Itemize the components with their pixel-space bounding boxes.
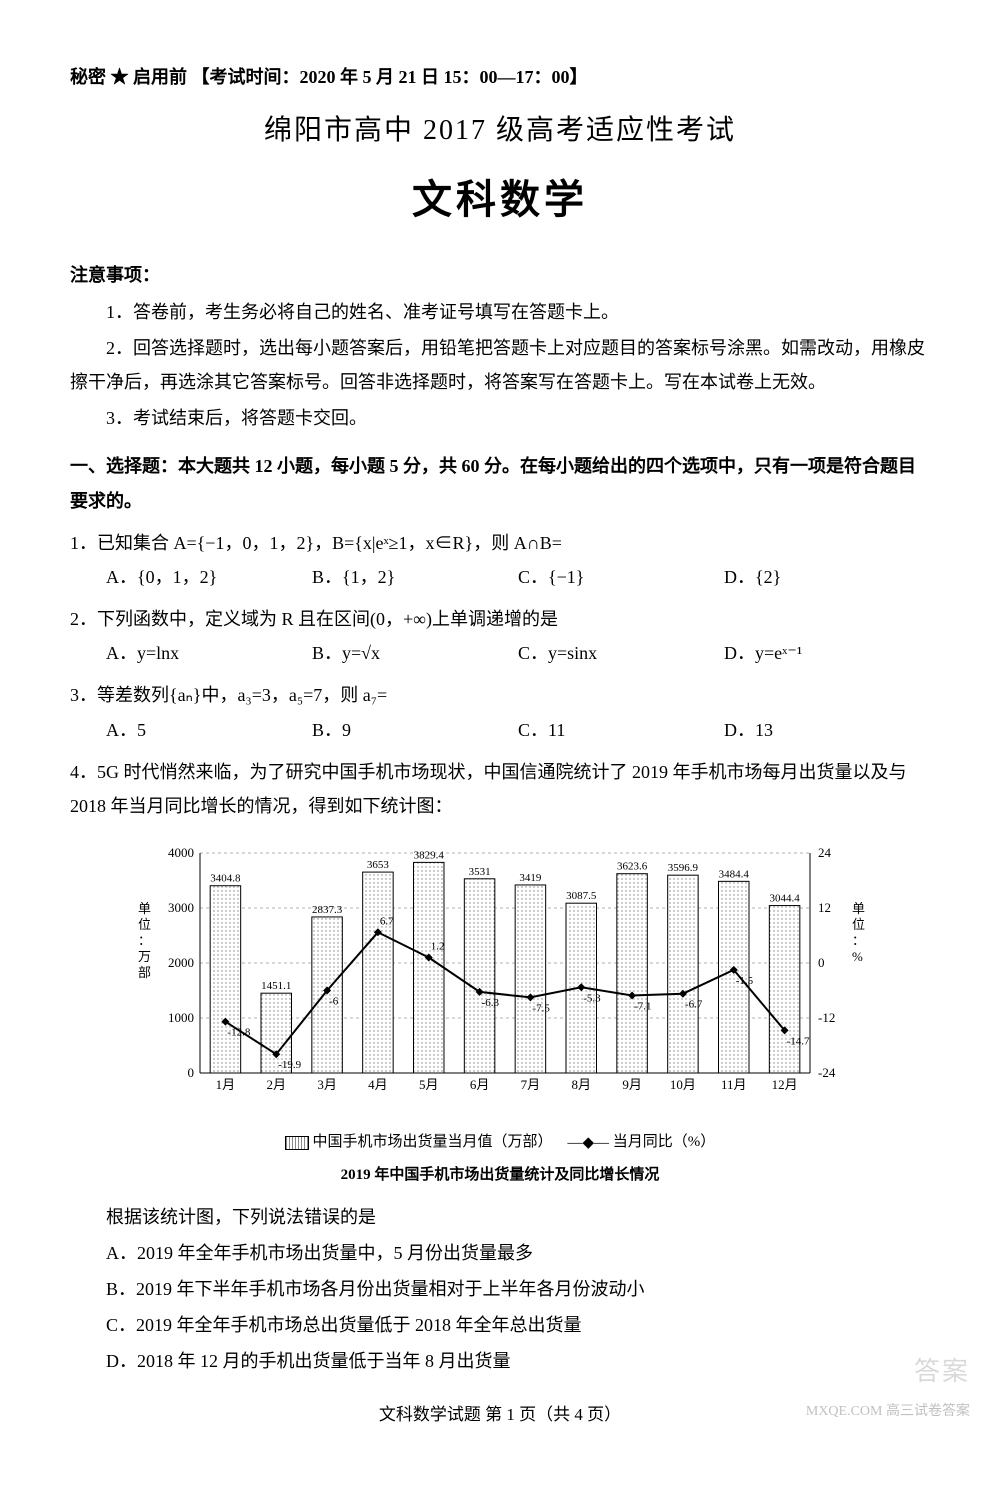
svg-text:3623.6: 3623.6 xyxy=(617,861,648,873)
q4-opt-d: D．2018 年 12 月的手机出货量低于当年 8 月出货量 xyxy=(70,1344,930,1378)
svg-text:4月: 4月 xyxy=(368,1077,388,1092)
chart-legend: 中国手机市场出货量当月值（万部） —◆— 当月同比（%） xyxy=(120,1128,880,1157)
notice-3: 3．考试结束后，将答题卡交回。 xyxy=(70,401,930,435)
header-line: 秘密 ★ 启用前 【考试时间：2020 年 5 月 21 日 15：00—17：… xyxy=(70,60,930,94)
question-3: 3．等差数列{aₙ}中，a₃=3，a₅=7，则 a₇= A．5 B．9 C．11… xyxy=(70,678,930,746)
svg-text:2000: 2000 xyxy=(168,955,194,970)
svg-text:-24: -24 xyxy=(818,1065,836,1080)
title-line-2: 文科数学 xyxy=(70,162,930,238)
svg-text:6月: 6月 xyxy=(470,1077,490,1092)
svg-text:%: % xyxy=(852,949,863,964)
chart-caption: 2019 年中国手机市场出货量统计及同比增长情况 xyxy=(120,1161,880,1190)
notice-head: 注意事项： xyxy=(70,258,930,292)
q1-opt-b: B．{1，2} xyxy=(312,560,518,594)
svg-text:-14.7: -14.7 xyxy=(787,1036,810,1048)
svg-text:3月: 3月 xyxy=(317,1077,337,1092)
svg-text:2837.3: 2837.3 xyxy=(312,904,343,916)
q3-stem: 3．等差数列{aₙ}中，a₃=3，a₅=7，则 a₇= xyxy=(70,678,930,712)
legend-bar-swatch xyxy=(285,1136,309,1150)
q3-opt-c: C．11 xyxy=(518,713,724,747)
q1-opt-d: D．{2} xyxy=(724,560,930,594)
svg-text:1月: 1月 xyxy=(216,1077,236,1092)
q4-opt-c: C．2019 年全年手机市场总出货量低于 2018 年全年总出货量 xyxy=(70,1308,930,1342)
svg-text:3087.5: 3087.5 xyxy=(566,890,597,902)
page-footer: 文科数学试题 第 1 页（共 4 页） xyxy=(70,1399,930,1431)
q2-stem: 2．下列函数中，定义域为 R 且在区间(0，+∞)上单调递增的是 xyxy=(70,602,930,636)
q3-opt-b: B．9 xyxy=(312,713,518,747)
svg-text:-7.1: -7.1 xyxy=(634,1001,651,1013)
q2-opt-a: A．y=lnx xyxy=(106,636,312,670)
svg-text:7月: 7月 xyxy=(521,1077,541,1092)
svg-text:3044.4: 3044.4 xyxy=(769,893,800,905)
svg-text:1.2: 1.2 xyxy=(431,941,445,953)
svg-text:-6.7: -6.7 xyxy=(685,999,703,1011)
svg-text:-12.8: -12.8 xyxy=(227,1027,250,1039)
question-1: 1．已知集合 A={−1，0，1，2}，B={x|eˣ≥1，x∈R}，则 A∩B… xyxy=(70,526,930,594)
svg-text:位: 位 xyxy=(852,917,865,932)
q1-opt-c: C．{−1} xyxy=(518,560,724,594)
title-line-1: 绵阳市高中 2017 级高考适应性考试 xyxy=(70,104,930,157)
svg-text:0: 0 xyxy=(188,1065,195,1080)
q2-opt-b: B．y=√x xyxy=(312,636,518,670)
svg-text:8月: 8月 xyxy=(571,1077,591,1092)
svg-text:10月: 10月 xyxy=(670,1077,696,1092)
svg-text:3000: 3000 xyxy=(168,900,194,915)
svg-text:3596.9: 3596.9 xyxy=(668,862,699,874)
svg-text:24: 24 xyxy=(818,845,832,860)
svg-text:-6.3: -6.3 xyxy=(482,997,500,1009)
q4-after: 根据该统计图，下列说法错误的是 xyxy=(70,1200,930,1234)
svg-text:位: 位 xyxy=(138,917,151,932)
svg-text:：: ： xyxy=(852,933,865,948)
q2-opt-d: D．y=eˣ⁻¹ xyxy=(724,636,930,670)
q1-opt-a: A．{0，1，2} xyxy=(106,560,312,594)
q3-opt-d: D．13 xyxy=(724,713,930,747)
svg-text:-1.5: -1.5 xyxy=(736,975,754,987)
question-2: 2．下列函数中，定义域为 R 且在区间(0，+∞)上单调递增的是 A．y=lnx… xyxy=(70,602,930,670)
q4-stem: 4．5G 时代悄然来临，为了研究中国手机市场现状，中国信通院统计了 2019 年… xyxy=(70,755,930,823)
svg-text:1451.1: 1451.1 xyxy=(261,980,291,992)
svg-text:万: 万 xyxy=(138,949,151,964)
svg-text:3404.8: 3404.8 xyxy=(210,873,241,885)
svg-text:-7.5: -7.5 xyxy=(532,1003,550,1015)
svg-text:单: 单 xyxy=(138,901,151,916)
svg-text:11月: 11月 xyxy=(721,1077,747,1092)
svg-text:3653: 3653 xyxy=(367,859,390,871)
legend-bar-label: 中国手机市场出货量当月值（万部） xyxy=(312,1134,552,1150)
svg-text:1000: 1000 xyxy=(168,1010,194,1025)
svg-text:单: 单 xyxy=(852,901,865,916)
svg-text:-12: -12 xyxy=(818,1010,835,1025)
svg-text:12: 12 xyxy=(818,900,831,915)
legend-line-label: 当月同比（%） xyxy=(613,1134,716,1150)
svg-text:9月: 9月 xyxy=(622,1077,642,1092)
notice-1: 1．答卷前，考生务必将自己的姓名、准考证号填写在答题卡上。 xyxy=(70,295,930,329)
svg-text:-6: -6 xyxy=(329,996,339,1008)
q2-opt-c: C．y=sinx xyxy=(518,636,724,670)
svg-text:2月: 2月 xyxy=(266,1077,286,1092)
q3-opt-a: A．5 xyxy=(106,713,312,747)
q1-stem: 1．已知集合 A={−1，0，1，2}，B={x|eˣ≥1，x∈R}，则 A∩B… xyxy=(70,526,930,560)
svg-text:3419: 3419 xyxy=(519,872,542,884)
question-4: 4．5G 时代悄然来临，为了研究中国手机市场现状，中国信通院统计了 2019 年… xyxy=(70,755,930,1379)
section-1-head: 一、选择题：本大题共 12 小题，每小题 5 分，共 60 分。在每小题给出的四… xyxy=(70,449,930,517)
svg-text:3531: 3531 xyxy=(469,866,491,878)
q4-opt-a: A．2019 年全年手机市场出货量中，5 月份出货量最多 xyxy=(70,1236,930,1270)
notice-2: 2．回答选择题时，选出每小题答案后，用铅笔把答题卡上对应题目的答案标号涂黑。如需… xyxy=(70,331,930,399)
svg-text:-5.3: -5.3 xyxy=(583,992,601,1004)
svg-text:3829.4: 3829.4 xyxy=(414,850,445,862)
svg-text:0: 0 xyxy=(818,955,825,970)
svg-text:：: ： xyxy=(138,933,151,948)
svg-text:3484.4: 3484.4 xyxy=(719,869,750,881)
svg-text:5月: 5月 xyxy=(419,1077,439,1092)
svg-text:-19.9: -19.9 xyxy=(278,1059,301,1071)
q4-opt-b: B．2019 年下半年手机市场各月份出货量相对于上半年各月份波动小 xyxy=(70,1272,930,1306)
bar-line-chart: 0 1000 2000 3000 4000 -24 -12 0 12 24 3404.8 1月 1451… xyxy=(120,833,880,1113)
chart-container: 0 1000 2000 3000 4000 -24 -12 0 12 24 3404.8 1月 1451… xyxy=(120,833,880,1190)
svg-text:12月: 12月 xyxy=(772,1077,798,1092)
svg-text:6.7: 6.7 xyxy=(380,915,394,927)
svg-text:4000: 4000 xyxy=(168,845,194,860)
svg-text:部: 部 xyxy=(138,965,151,980)
